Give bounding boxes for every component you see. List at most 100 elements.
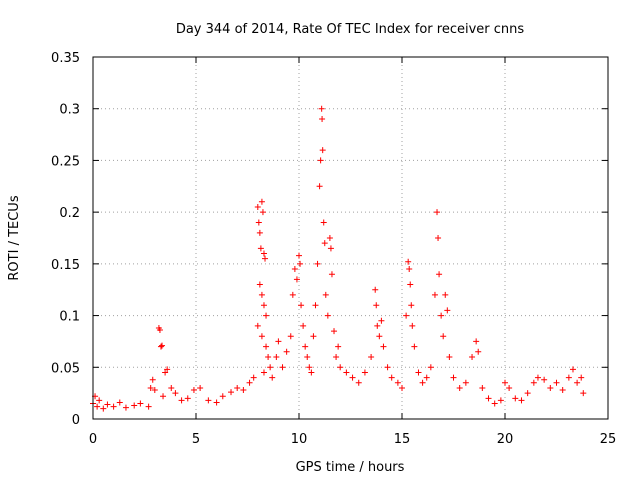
data-point: [306, 364, 313, 371]
data-point: [275, 338, 282, 345]
data-point: [160, 393, 167, 400]
data-point: [438, 312, 445, 319]
data-point: [565, 374, 572, 381]
data-point: [406, 266, 413, 273]
y-tick-label: 0.05: [51, 361, 80, 376]
data-point: [403, 312, 410, 319]
data-point: [373, 302, 380, 309]
data-point: [213, 399, 220, 406]
data-point: [506, 384, 513, 391]
data-point: [259, 209, 266, 216]
y-tick-label: 0.15: [51, 258, 80, 273]
data-point: [178, 397, 185, 404]
data-point: [250, 374, 257, 381]
data-point: [234, 384, 241, 391]
chart-title: Day 344 of 2014, Rate Of TEC Index for r…: [176, 22, 525, 37]
data-point: [122, 404, 129, 411]
data-point: [574, 379, 581, 386]
data-point: [376, 333, 383, 340]
data-point: [293, 276, 300, 283]
data-point: [553, 379, 560, 386]
data-point: [96, 397, 103, 404]
data-point: [151, 387, 158, 394]
data-point: [419, 379, 426, 386]
data-point: [524, 390, 531, 397]
data-point: [446, 353, 453, 360]
data-point: [256, 229, 263, 236]
data-point: [349, 374, 356, 381]
data-point: [388, 374, 395, 381]
data-point: [265, 353, 272, 360]
data-point: [374, 322, 381, 329]
data-point: [569, 366, 576, 373]
data-point: [156, 327, 163, 334]
data-point: [394, 379, 401, 386]
data-point: [260, 250, 267, 257]
data-point: [580, 390, 587, 397]
data-point: [137, 400, 144, 407]
data-point: [411, 343, 418, 350]
y-tick-label: 0.25: [51, 154, 80, 169]
data-point: [289, 291, 296, 298]
data-point: [343, 369, 350, 376]
y-tick-label: 0: [72, 413, 80, 428]
data-point: [319, 147, 326, 154]
data-point: [380, 343, 387, 350]
data-point: [473, 338, 480, 345]
data-point: [497, 397, 504, 404]
data-point: [162, 369, 169, 376]
data-point: [255, 219, 262, 226]
data-point: [502, 379, 508, 386]
data-point: [319, 116, 326, 123]
data-point: [405, 258, 412, 265]
data-point: [258, 198, 265, 205]
data-point: [296, 252, 302, 259]
y-tick-label: 0.35: [51, 51, 80, 66]
data-point: [263, 343, 270, 350]
data-point: [384, 364, 391, 371]
data-point: [450, 374, 457, 381]
plot-frame: [92, 56, 609, 420]
data-point: [321, 240, 328, 247]
data-point: [479, 384, 486, 391]
ticks: 0 5 10 15 20 25 0 0.05 0.1 0.15 0.2 0.25 0.3 0.35: [51, 51, 616, 447]
x-tick-label: 20: [497, 432, 514, 447]
data-point: [258, 333, 265, 340]
data-point: [333, 353, 340, 360]
data-point: [312, 302, 319, 309]
data-point: [300, 322, 307, 329]
data-point: [316, 183, 323, 190]
data-point: [104, 401, 111, 408]
y-tick-label: 0.2: [59, 206, 80, 221]
data-point: [462, 379, 469, 386]
data-point: [518, 397, 525, 404]
data-point: [257, 245, 264, 252]
data-point: [335, 343, 342, 350]
data-point: [172, 390, 179, 397]
data-point: [246, 379, 253, 386]
data-point: [399, 384, 405, 391]
data-point: [256, 281, 263, 288]
data-point: [436, 271, 443, 278]
data-point: [308, 369, 315, 376]
data-point: [279, 364, 286, 371]
data-point: [145, 403, 152, 410]
data-point: [541, 376, 548, 383]
data-point: [475, 348, 482, 355]
data-point: [291, 266, 298, 273]
data-point: [287, 333, 294, 340]
data-point: [254, 322, 261, 329]
data-point: [530, 379, 537, 386]
x-tick-label: 0: [89, 432, 97, 447]
data-point: [322, 291, 329, 298]
data-point: [435, 235, 442, 241]
data-point: [331, 328, 338, 335]
data-point: [326, 235, 333, 241]
data-point: [267, 364, 274, 371]
data-point: [534, 374, 541, 381]
data-point: [297, 260, 304, 267]
data-point: [547, 384, 554, 391]
data-point: [485, 395, 492, 402]
data-point: [355, 379, 362, 386]
data-point: [263, 312, 270, 319]
